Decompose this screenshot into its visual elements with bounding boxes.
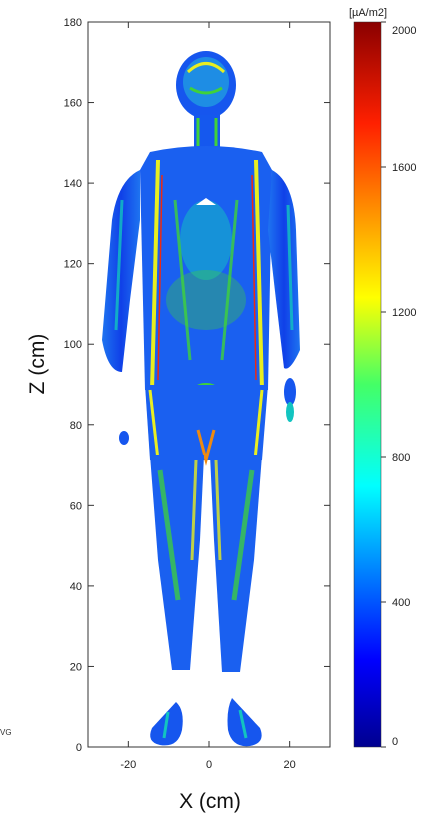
y-tick-label: 20 <box>70 661 82 673</box>
y-tick-label: 60 <box>70 500 82 512</box>
y-tick-label: 40 <box>70 581 82 593</box>
colorbar-tick-label: 1200 <box>392 307 416 319</box>
x-tick-label: 20 <box>284 759 296 771</box>
x-tick-label: 0 <box>206 759 212 771</box>
left-arm-shape <box>102 170 140 372</box>
y-tick-label: 180 <box>64 17 82 29</box>
y-tick-label: 0 <box>76 742 82 754</box>
colorbar <box>353 21 382 748</box>
y-tick-label: 100 <box>64 339 82 351</box>
y-tick-label: 140 <box>64 178 82 190</box>
body-map <box>102 51 300 747</box>
x-axis: -20 0 20 <box>120 22 296 771</box>
right-foot-shape <box>227 698 262 747</box>
colorbar-tick-label: 800 <box>392 452 410 464</box>
x-tick-label: -20 <box>120 759 136 771</box>
y-axis: 0 20 40 60 80 100 120 140 160 180 <box>64 17 330 754</box>
colorbar-ticks: 0 400 800 1200 1600 2000 <box>381 21 416 748</box>
y-tick-label: 80 <box>70 420 82 432</box>
partial-text: VG <box>0 728 12 737</box>
y-axis-label: Z (cm) <box>26 334 49 395</box>
y-tick-label: 160 <box>64 98 82 110</box>
x-axis-label: X (cm) <box>179 790 241 813</box>
colorbar-tick-label: 400 <box>392 597 410 609</box>
colorbar-tick-label: 2000 <box>392 25 416 37</box>
colorbar-unit: [µA/m2] <box>349 7 387 19</box>
colorbar-tick-label: 1600 <box>392 162 416 174</box>
colorbar-tick-label: 0 <box>392 736 398 748</box>
y-tick-label: 120 <box>64 259 82 271</box>
